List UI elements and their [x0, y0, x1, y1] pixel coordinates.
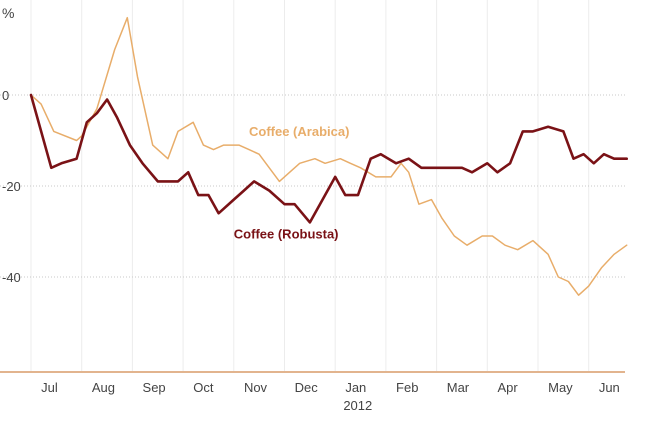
y-axis-tick-labels: 0 -20 -40	[2, 88, 21, 285]
series-annotation-robusta: Coffee (Robusta)	[234, 226, 339, 241]
x-tick-label: Nov	[244, 380, 268, 395]
y-tick-label: 0	[2, 88, 9, 103]
x-tick-label: Oct	[193, 380, 214, 395]
series-annotations: Coffee (Arabica) Coffee (Robusta)	[234, 124, 350, 241]
x-tick-label: Jun	[599, 380, 620, 395]
horizontal-grid	[0, 94, 625, 278]
series-annotation-arabica: Coffee (Arabica)	[249, 124, 349, 139]
y-axis-unit-label: %	[2, 5, 14, 21]
vertical-grid	[30, 0, 590, 372]
x-tick-label: Jul	[41, 380, 58, 395]
x-tick-label: Dec	[295, 380, 319, 395]
y-tick-label: -40	[2, 270, 21, 285]
x-axis-tick-labels: Jul Aug Sep Oct Nov Dec Jan 2012 Feb Mar Apr May Jun	[41, 380, 620, 413]
x-tick-label: Aug	[92, 380, 115, 395]
x-tick-label: Sep	[143, 380, 166, 395]
x-tick-label: Mar	[447, 380, 470, 395]
x-tick-label: May	[548, 380, 573, 395]
x-tick-label: Apr	[497, 380, 518, 395]
x-tick-label: Jan	[345, 380, 366, 395]
x-tick-sublabel: 2012	[343, 398, 372, 413]
series-line-robusta	[29, 93, 629, 224]
series-line-arabica	[30, 16, 628, 296]
series-lines	[29, 16, 629, 296]
y-tick-label: -20	[2, 179, 21, 194]
x-tick-label: Feb	[396, 380, 418, 395]
